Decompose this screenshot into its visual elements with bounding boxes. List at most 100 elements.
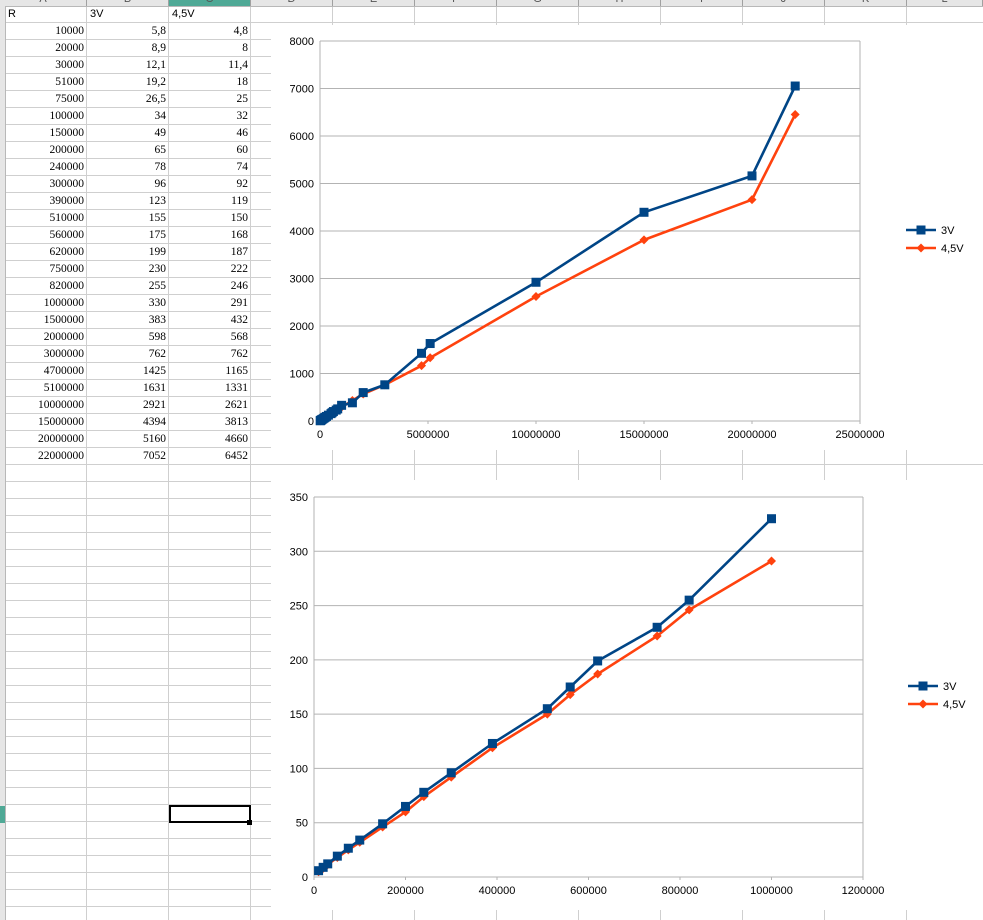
chart-zoomed-range[interactable]: 0 50 100 150 200 250 300 350 0 200000 400000 600000… (271, 480, 983, 910)
header-cell[interactable]: 3V (90, 8, 104, 20)
data-cell[interactable]: 25 (236, 93, 249, 105)
chart-full-range[interactable]: 0 1000 2000 3000 4000 5000 6000 7000 8000 0 500000… (271, 25, 983, 450)
data-cell[interactable]: 150000 (49, 127, 85, 139)
data-cell[interactable]: 432 (230, 314, 248, 326)
data-cell[interactable]: 199 (148, 246, 166, 258)
data-cell[interactable]: 2000000 (43, 331, 84, 343)
data-cell[interactable]: 3813 (225, 416, 248, 428)
column-header-a[interactable]: A (0, 0, 87, 6)
data-cell[interactable]: 510000 (49, 212, 85, 224)
data-cell[interactable]: 34 (154, 110, 167, 122)
data-cell[interactable]: 92 (236, 178, 249, 190)
data-cell[interactable]: 51000 (55, 76, 84, 88)
data-cell[interactable]: 222 (230, 263, 248, 275)
data-cell[interactable]: 568 (230, 331, 248, 343)
data-cell[interactable]: 49 (154, 127, 167, 139)
column-header-h[interactable]: H (579, 0, 661, 6)
y-tick-label: 6000 (290, 131, 314, 143)
data-cell[interactable]: 598 (148, 331, 166, 343)
data-cell[interactable]: 187 (230, 246, 248, 258)
data-cell[interactable]: 1425 (143, 365, 166, 377)
data-cell[interactable]: 19,2 (145, 76, 166, 88)
header-cell[interactable]: R (8, 8, 16, 20)
data-cell[interactable]: 18 (236, 76, 249, 88)
data-cell[interactable]: 330 (148, 297, 166, 309)
column-header-d[interactable]: D (251, 0, 333, 6)
data-cell[interactable]: 240000 (49, 161, 85, 173)
column-header-e[interactable]: E (333, 0, 415, 6)
data-cell[interactable]: 255 (148, 280, 166, 292)
data-cell[interactable]: 5,8 (151, 25, 166, 37)
data-cell[interactable]: 1331 (225, 382, 248, 394)
column-header-k[interactable]: K (825, 0, 907, 6)
data-cell[interactable]: 3000000 (43, 348, 84, 360)
data-cell[interactable]: 22000000 (38, 450, 84, 462)
data-cell[interactable]: 123 (148, 195, 166, 207)
column-header-l[interactable]: L (907, 0, 983, 6)
data-cell[interactable]: 168 (230, 229, 248, 241)
data-cell[interactable]: 383 (148, 314, 166, 326)
data-cell[interactable]: 20000000 (38, 433, 84, 445)
data-cell[interactable]: 65 (154, 144, 167, 156)
data-cell[interactable]: 2621 (225, 399, 248, 411)
data-cell[interactable]: 26,5 (145, 93, 166, 105)
data-cell[interactable]: 762 (148, 348, 166, 360)
data-cell[interactable]: 1500000 (43, 314, 84, 326)
header-cell[interactable]: 4,5V (172, 8, 195, 20)
data-cell[interactable]: 4660 (225, 433, 248, 445)
data-cell[interactable]: 390000 (49, 195, 85, 207)
data-cell[interactable]: 291 (230, 297, 248, 309)
data-cell[interactable]: 4,8 (233, 25, 248, 37)
fill-handle[interactable] (247, 820, 252, 825)
data-cell[interactable]: 8 (242, 42, 248, 54)
column-header-c[interactable]: C (169, 0, 251, 6)
data-cell[interactable]: 7052 (143, 450, 166, 462)
data-point-3v (487, 738, 497, 748)
cell-cursor[interactable] (169, 805, 251, 823)
column-header-b[interactable]: B (87, 0, 169, 6)
data-cell[interactable]: 75000 (55, 93, 84, 105)
column-letter: L (907, 0, 982, 5)
data-cell[interactable]: 100000 (49, 110, 85, 122)
data-cell[interactable]: 11,4 (228, 59, 248, 71)
data-cell[interactable]: 2921 (143, 399, 166, 411)
data-cell[interactable]: 46 (236, 127, 249, 139)
data-cell[interactable]: 60 (236, 144, 249, 156)
data-cell[interactable]: 1165 (225, 365, 248, 377)
data-cell[interactable]: 6452 (225, 450, 248, 462)
data-cell[interactable]: 119 (231, 195, 248, 207)
data-cell[interactable]: 1631 (143, 382, 166, 394)
column-header-g[interactable]: G (497, 0, 579, 6)
data-cell[interactable]: 4700000 (43, 365, 84, 377)
data-cell[interactable]: 78 (154, 161, 167, 173)
data-cell[interactable]: 155 (148, 212, 166, 224)
data-cell[interactable]: 150 (230, 212, 248, 224)
column-header-j[interactable]: J (743, 0, 825, 6)
data-cell[interactable]: 5160 (143, 433, 166, 445)
column-header-f[interactable]: F (415, 0, 497, 6)
data-cell[interactable]: 20000 (55, 42, 84, 54)
data-cell[interactable]: 230 (148, 263, 166, 275)
data-cell[interactable]: 96 (154, 178, 167, 190)
data-cell[interactable]: 560000 (49, 229, 85, 241)
data-cell[interactable]: 1000000 (43, 297, 84, 309)
data-cell[interactable]: 4394 (143, 416, 166, 428)
data-cell[interactable]: 5100000 (43, 382, 84, 394)
data-cell[interactable]: 10000 (55, 25, 84, 37)
data-cell[interactable]: 175 (148, 229, 166, 241)
data-cell[interactable]: 762 (230, 348, 248, 360)
data-cell[interactable]: 8,9 (151, 42, 166, 54)
data-cell[interactable]: 246 (230, 280, 248, 292)
data-cell[interactable]: 10000000 (38, 399, 84, 411)
column-header-i[interactable]: I (661, 0, 743, 6)
data-cell[interactable]: 200000 (49, 144, 85, 156)
data-cell[interactable]: 74 (236, 161, 249, 173)
data-cell[interactable]: 620000 (49, 246, 85, 258)
data-cell[interactable]: 750000 (49, 263, 85, 275)
data-cell[interactable]: 300000 (49, 178, 85, 190)
data-cell[interactable]: 12,1 (145, 59, 166, 71)
data-cell[interactable]: 820000 (49, 280, 85, 292)
data-cell[interactable]: 30000 (55, 59, 84, 71)
data-cell[interactable]: 32 (236, 110, 249, 122)
data-cell[interactable]: 15000000 (38, 416, 84, 428)
